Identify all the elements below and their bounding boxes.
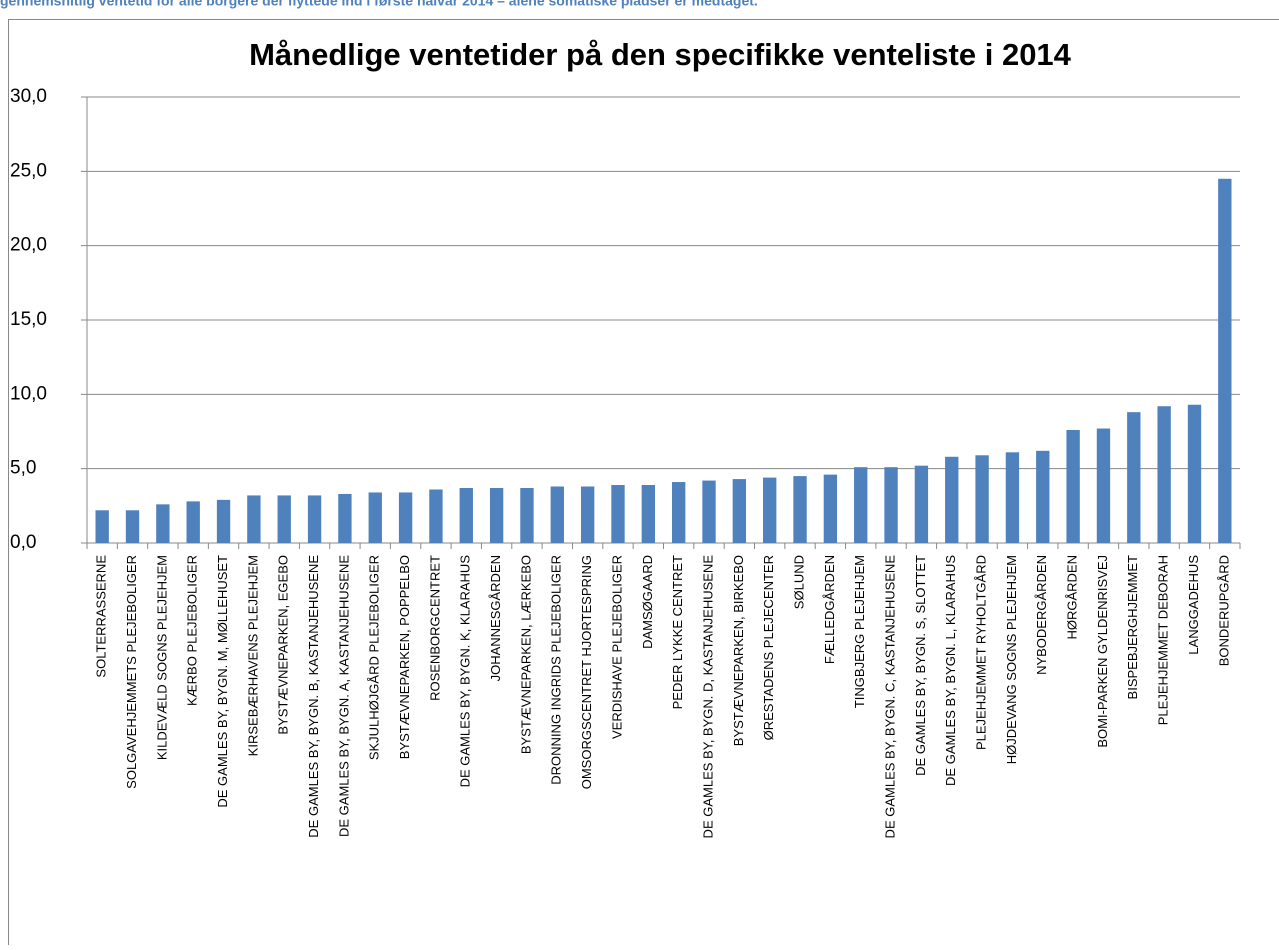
bar: [399, 492, 412, 543]
bar: [672, 482, 685, 543]
x-tick-label: DE GAMLES BY, BYGN. B, KASTANJEHUSENE: [306, 555, 321, 838]
x-tick-label: SØLUND: [791, 555, 806, 609]
y-tick-label: 0,0: [10, 532, 36, 553]
bar: [915, 466, 928, 543]
bar: [1036, 451, 1049, 543]
y-tick-label: 5,0: [10, 458, 36, 479]
x-tick-label: ØRESTADENS PLEJECENTER: [761, 555, 776, 740]
x-tick-label: BISPEBJERGHJEMMET: [1125, 555, 1140, 700]
x-tick-label: ROSENBORGCENTRET: [427, 555, 442, 701]
bar: [429, 489, 442, 543]
bar: [702, 481, 715, 543]
x-tick-label: DE GAMLES BY, BYGN. C, KASTANJEHUSENE: [883, 555, 898, 839]
x-tick-label: BYSTÆVNEPARKEN, EGEBO: [276, 555, 291, 735]
y-tick-label: 30,0: [10, 86, 47, 107]
x-tick-label: LANGGADEHUS: [1186, 555, 1201, 655]
x-tick-label: DE GAMLES BY, BYGN. K, KLARAHUS: [458, 555, 473, 788]
bar: [581, 487, 594, 543]
x-tick-label: HØJDEVANG SOGNS PLEJEHJEM: [1004, 555, 1019, 764]
y-tick-label: 10,0: [10, 383, 47, 404]
x-tick-label: PLEJEHJEMMET RYHOLTGÅRD: [974, 555, 989, 750]
x-tick-label: DAMSØGAARD: [640, 555, 655, 649]
x-tick-label: DRONNING INGRIDS PLEJEBOLIGER: [549, 555, 564, 785]
x-tick-label: OMSORGSCENTRET HJORTESPRING: [579, 555, 594, 789]
bar: [187, 501, 200, 543]
x-tick-label: HØRGÅRDEN: [1065, 555, 1080, 640]
bar: [1127, 412, 1140, 543]
bar: [611, 485, 624, 543]
x-tick-label: NYBODERGÅRDEN: [1034, 555, 1049, 675]
x-tick-label: BYSTÆVNEPARKEN, BIRKEBO: [731, 555, 746, 746]
bar: [763, 478, 776, 543]
x-tick-label: BOMI-PARKEN GYLDENRISVEJ: [1095, 555, 1110, 748]
y-tick-label: 20,0: [10, 235, 47, 256]
x-tick-label: PLEJEHJEMMET DEBORAH: [1156, 555, 1171, 725]
bar: [945, 457, 958, 543]
bar: [1188, 405, 1201, 543]
x-tick-label: FÆLLEDGÅRDEN: [822, 555, 837, 664]
x-tick-label: KIRSEBÆRHAVENS PLEJEHJEM: [245, 555, 260, 756]
bar: [156, 504, 169, 543]
x-tick-label: KÆRBO PLEJEBOLIGER: [185, 555, 200, 706]
bar: [520, 488, 533, 543]
x-tick-label: BONDERUPGÅRD: [1216, 555, 1231, 666]
x-tick-label: DE GAMLES BY, BYGN. S, SLOTTET: [913, 555, 928, 776]
bar: [308, 495, 321, 543]
bar: [1157, 406, 1170, 543]
x-tick-label: VERDISHAVE PLEJEBOLIGER: [609, 555, 624, 739]
x-tick-label: DE GAMLES BY, BYGN. M, MØLLEHUSET: [215, 555, 230, 808]
bar: [551, 487, 564, 543]
y-tick-label: 25,0: [10, 160, 47, 181]
bar: [278, 495, 291, 543]
bar: [95, 510, 108, 543]
bar: [490, 488, 503, 543]
bar: [247, 495, 260, 543]
caption: gennemsnitlig ventetid for alle borgere …: [0, 0, 758, 9]
x-tick-label: KILDEVÆLD SOGNS PLEJEHJEM: [154, 555, 169, 760]
bar: [854, 467, 867, 543]
x-tick-label: JOHANNESGÅRDEN: [488, 555, 503, 681]
bar: [460, 488, 473, 543]
bar: [975, 455, 988, 543]
x-tick-label: DE GAMLES BY, BYGN. L, KLARAHUS: [943, 555, 958, 786]
bar: [884, 467, 897, 543]
bar: [793, 476, 806, 543]
chart-title: Månedlige ventetider på den specifikke v…: [249, 37, 1072, 72]
bar: [1066, 430, 1079, 543]
bar: [217, 500, 230, 543]
bar: [733, 479, 746, 543]
x-tick-label: BYSTÆVNEPARKEN, LÆRKEBO: [518, 555, 533, 754]
x-tick-label: SKJULHØJGÅRD PLEJEBOLIGER: [367, 555, 382, 760]
chart-frame: [9, 20, 1279, 946]
x-tick-label: BYSTÆVNEPARKEN, POPPELBO: [397, 555, 412, 759]
x-tick-label: PEDER LYKKE CENTRET: [670, 555, 685, 709]
bar: [824, 475, 837, 543]
bar: [369, 492, 382, 543]
bar: [338, 494, 351, 543]
x-tick-label: TINGBJERG PLEJEHJEM: [852, 555, 867, 708]
bar: [126, 510, 139, 543]
bar: [642, 485, 655, 543]
bar: [1218, 179, 1231, 543]
y-tick-label: 15,0: [10, 309, 47, 330]
x-tick-label: SOLTERRASSERNE: [94, 555, 109, 678]
x-tick-label: SOLGAVEHJEMMETS PLEJEBOLIGER: [124, 555, 139, 789]
bar: [1097, 429, 1110, 543]
bar: [1006, 452, 1019, 543]
x-tick-label: DE GAMLES BY, BYGN. A, KASTANJEHUSENE: [336, 555, 351, 837]
x-tick-label: DE GAMLES BY, BYGN. D, KASTANJEHUSENE: [700, 555, 715, 839]
